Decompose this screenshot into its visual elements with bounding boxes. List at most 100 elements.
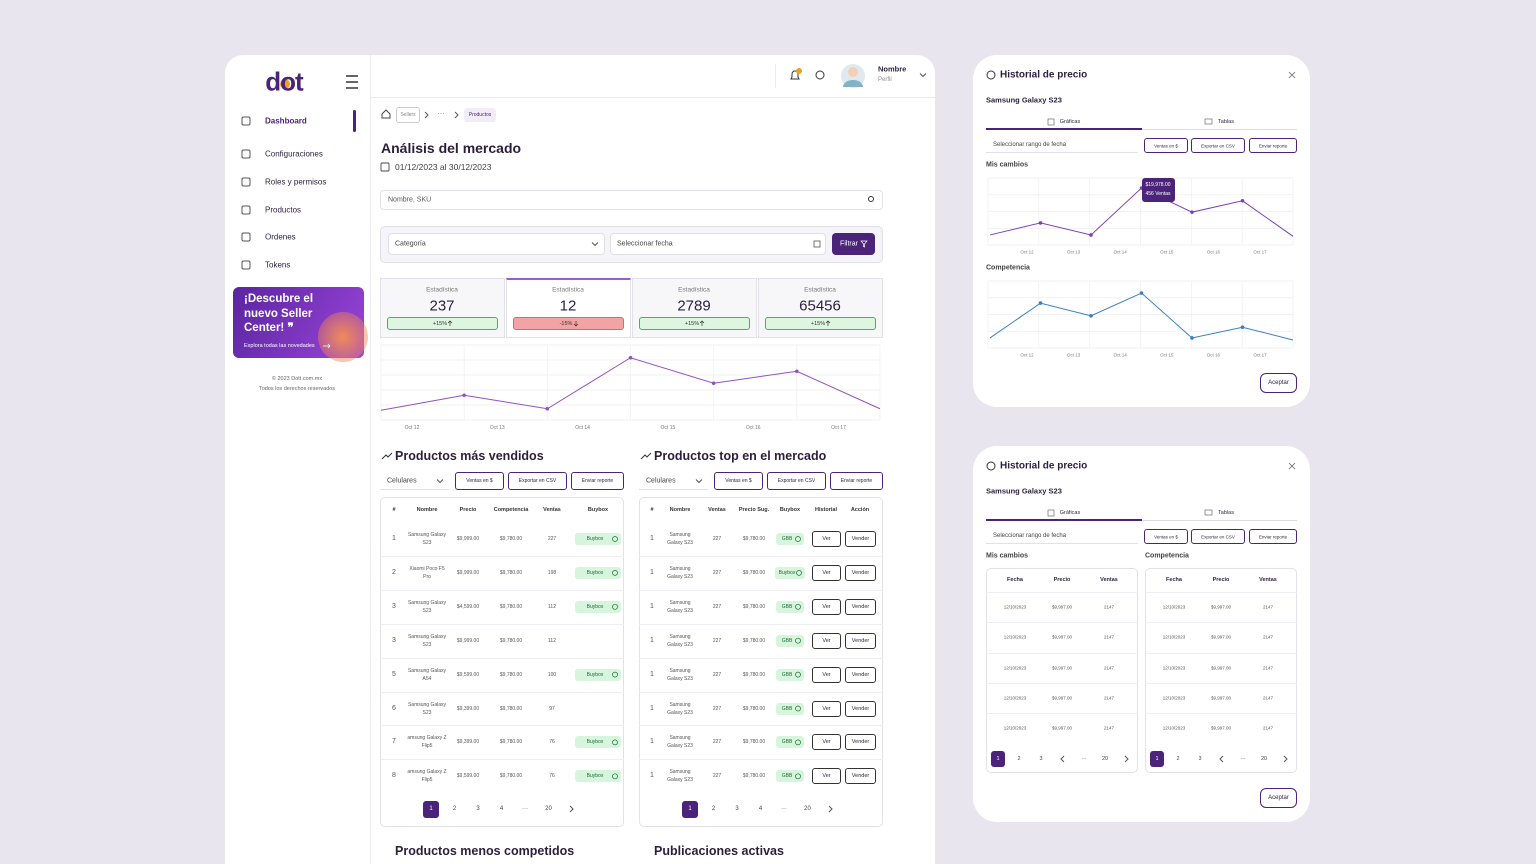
toolbar-label[interactable]: Enviar reporte (840, 478, 873, 484)
page-number[interactable]: 3 (476, 806, 480, 812)
action-label[interactable]: Ver (822, 603, 831, 610)
toolbar-button[interactable] (830, 472, 883, 490)
page-active[interactable] (991, 751, 1005, 767)
action-button[interactable] (845, 531, 876, 547)
toolbar-button[interactable] (1144, 138, 1188, 153)
toolbar-label[interactable]: Ventas en $ (725, 478, 752, 484)
page-number[interactable]: 1 (996, 756, 1000, 762)
page-number[interactable]: ··· (522, 806, 528, 812)
accept-label[interactable]: Aceptar (1268, 380, 1289, 386)
action-label[interactable]: Ver (822, 536, 831, 542)
action-label[interactable]: Vender (851, 637, 870, 644)
page-number[interactable]: 20 (804, 806, 811, 812)
page-active[interactable] (1150, 751, 1164, 767)
filter-button[interactable] (832, 233, 875, 255)
toolbar-label[interactable]: Enviar reporte (581, 478, 614, 484)
page-number[interactable]: 1 (1155, 756, 1159, 762)
menu-item[interactable]: Productos (265, 205, 302, 215)
filter-button-label[interactable]: Filtrar (840, 240, 858, 248)
action-label[interactable]: Vender (851, 536, 870, 542)
date-range[interactable] (986, 529, 1138, 544)
action-label[interactable]: Ver (822, 569, 831, 576)
action-button[interactable] (812, 768, 841, 785)
toolbar-button[interactable] (1191, 529, 1245, 544)
toolbar-label[interactable]: Ventas en $ (1154, 534, 1178, 539)
page-number[interactable]: 2 (711, 806, 716, 812)
toolbar-label[interactable]: Exportar en CSV (777, 478, 816, 484)
page-number[interactable]: 2 (452, 806, 457, 812)
category-select[interactable] (388, 233, 605, 255)
page-number[interactable]: 4 (499, 806, 504, 812)
page-number[interactable]: 20 (1101, 756, 1109, 762)
tab[interactable]: Gráficas (1059, 119, 1081, 125)
action-label[interactable]: Ver (822, 671, 831, 678)
promo-link[interactable]: Explora todas las novedades (244, 343, 315, 349)
category-select[interactable] (639, 472, 708, 490)
toolbar-label[interactable]: Exportar en CSV (518, 478, 557, 484)
page-number[interactable]: 4 (758, 806, 763, 812)
action-button[interactable] (812, 700, 841, 717)
menu-item[interactable]: Dashboard (265, 116, 307, 126)
action-button[interactable] (812, 734, 841, 751)
date-select[interactable] (610, 233, 826, 255)
toolbar-label[interactable]: Exportar en CSV (1201, 534, 1235, 539)
menu-item[interactable]: Tokens (265, 260, 291, 270)
action-button[interactable] (812, 666, 841, 683)
page-number[interactable]: 20 (545, 806, 552, 812)
toolbar-button[interactable] (571, 472, 624, 490)
toolbar-label[interactable]: Ventas en $ (1154, 143, 1178, 148)
toolbar-button[interactable] (508, 472, 567, 490)
action-label[interactable]: Ver (822, 705, 831, 712)
page-number[interactable]: 3 (1039, 756, 1043, 762)
toolbar-button[interactable] (1249, 529, 1297, 544)
page-number[interactable]: ··· (1081, 756, 1087, 762)
accept-label[interactable]: Aceptar (1268, 795, 1289, 801)
page-active[interactable] (423, 801, 439, 818)
page-number[interactable]: ··· (781, 806, 787, 812)
action-button[interactable] (812, 632, 841, 649)
menu-item[interactable]: Configuraciones (265, 149, 323, 159)
toolbar-label[interactable]: Enviar reporte (1258, 534, 1288, 539)
action-button[interactable] (845, 768, 876, 785)
page-number[interactable]: 2 (1176, 756, 1180, 762)
crumb[interactable]: Sellers (400, 112, 416, 118)
action-label[interactable]: Ver (822, 637, 831, 644)
action-label[interactable]: Vender (851, 569, 870, 576)
search-box[interactable] (380, 190, 883, 210)
crumb[interactable]: Productos (468, 112, 492, 118)
date-range[interactable] (986, 138, 1138, 153)
action-button[interactable] (845, 632, 876, 649)
action-button[interactable] (845, 666, 876, 683)
page-number[interactable]: 3 (1198, 756, 1202, 762)
toolbar-label[interactable]: Ventas en $ (466, 478, 493, 484)
page-number[interactable]: 3 (735, 806, 739, 812)
accept-button[interactable] (1260, 373, 1297, 393)
toolbar-button[interactable] (455, 472, 504, 490)
menu-item[interactable]: Ordenes (265, 232, 296, 242)
tab[interactable]: Gráficas (1059, 510, 1081, 516)
crumb[interactable]: ··· (437, 110, 445, 118)
page-number[interactable]: 2 (1017, 756, 1021, 762)
toolbar-button[interactable] (1191, 138, 1245, 153)
action-button[interactable] (812, 598, 841, 615)
tab[interactable]: Tablas (1218, 510, 1234, 516)
page-number[interactable]: 20 (1260, 756, 1268, 762)
action-button[interactable] (845, 700, 876, 717)
action-label[interactable]: Vender (851, 603, 870, 610)
toolbar-button[interactable] (1249, 138, 1297, 153)
page-number[interactable]: 1 (688, 806, 692, 812)
menu-item[interactable]: Roles y permisos (265, 177, 327, 187)
toolbar-label[interactable]: Exportar en CSV (1201, 143, 1235, 148)
action-button[interactable] (845, 734, 876, 751)
toolbar-button[interactable] (714, 472, 763, 490)
action-label[interactable]: Vender (851, 773, 870, 780)
action-label[interactable]: Vender (851, 739, 870, 746)
action-label[interactable]: Ver (822, 773, 831, 780)
action-button[interactable] (812, 531, 841, 547)
action-label[interactable]: Vender (851, 705, 870, 712)
action-button[interactable] (845, 598, 876, 615)
toolbar-label[interactable]: Enviar reporte (1258, 143, 1288, 148)
action-label[interactable]: Ver (822, 739, 831, 746)
tab[interactable]: Tablas (1218, 119, 1234, 125)
toolbar-button[interactable] (1144, 529, 1188, 544)
